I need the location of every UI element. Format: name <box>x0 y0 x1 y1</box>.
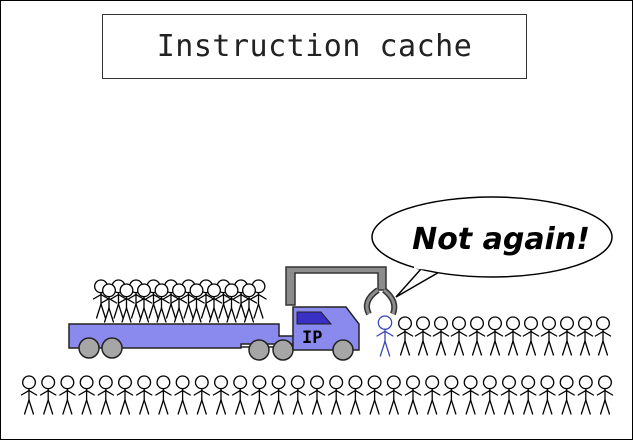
stick-figure <box>486 316 504 356</box>
highlighted-stick-figure <box>376 315 394 357</box>
truck-window <box>296 311 333 325</box>
speech-bubble-outline <box>371 196 613 278</box>
truck: IP <box>68 306 360 361</box>
stick-figure <box>540 316 558 356</box>
title-text: Instruction cache <box>156 29 473 64</box>
stick-figure <box>396 316 414 356</box>
stick-figure <box>212 375 230 415</box>
stick-figure <box>576 316 594 356</box>
speech-bubble-tail <box>395 268 444 298</box>
stick-figure <box>522 316 540 356</box>
stick-figure <box>385 375 403 415</box>
stick-figure-crowd <box>20 279 614 415</box>
stick-figure <box>500 375 518 415</box>
stick-figure <box>432 316 450 356</box>
stick-figure <box>404 375 422 415</box>
stick-figure <box>97 375 115 415</box>
stick-figure <box>462 375 479 415</box>
speech-bubble: Not again! <box>371 196 613 298</box>
stick-figure <box>347 375 364 415</box>
stick-figure <box>468 316 486 356</box>
stick-figure <box>240 283 258 323</box>
stick-figure <box>450 316 468 356</box>
wheel <box>332 339 354 361</box>
speech-bubble-text: Not again! <box>412 222 590 257</box>
stick-figure <box>170 283 188 323</box>
wheel <box>101 337 123 359</box>
title-box: Instruction cache <box>102 14 527 79</box>
stick-figure <box>423 375 441 415</box>
stick-figure <box>270 375 287 415</box>
stick-figure <box>594 316 612 356</box>
stick-figure <box>153 283 170 323</box>
stick-figure <box>135 375 153 415</box>
wheel <box>78 337 100 359</box>
stick-figure <box>558 316 576 356</box>
stick-figure <box>59 375 76 415</box>
stick-figure <box>577 375 595 415</box>
truck-wheels <box>78 337 354 361</box>
stick-figure <box>251 375 268 415</box>
stick-figure <box>116 375 134 415</box>
crane-arm <box>285 266 398 316</box>
stick-figure <box>193 375 211 415</box>
stick-figure <box>289 375 307 415</box>
stick-figure <box>414 316 432 356</box>
stick-figure <box>539 375 556 415</box>
stick-figure <box>308 375 326 415</box>
stick-figure <box>558 375 575 415</box>
wheel <box>248 339 270 361</box>
stick-figure <box>205 283 223 323</box>
stick-figure <box>174 375 191 415</box>
stick-figure <box>596 375 614 415</box>
stick-figure <box>188 283 205 323</box>
stick-figure <box>223 283 240 323</box>
stick-figure <box>231 375 249 415</box>
stick-figure <box>519 375 537 415</box>
stick-figure <box>78 375 95 415</box>
stick-figure <box>180 279 197 319</box>
truck-label: IP <box>302 328 322 348</box>
stick-figure <box>366 375 383 415</box>
stick-figure <box>100 283 118 323</box>
stick-figure <box>481 375 499 415</box>
stick-figure <box>155 375 172 415</box>
stick-figure <box>135 283 153 323</box>
wheel <box>272 339 294 361</box>
stick-figure <box>39 375 57 415</box>
stick-figure <box>20 375 38 415</box>
stick-figure <box>443 375 460 415</box>
stick-figure <box>327 375 345 415</box>
stick-figure <box>118 283 135 323</box>
stick-figure <box>504 316 522 356</box>
